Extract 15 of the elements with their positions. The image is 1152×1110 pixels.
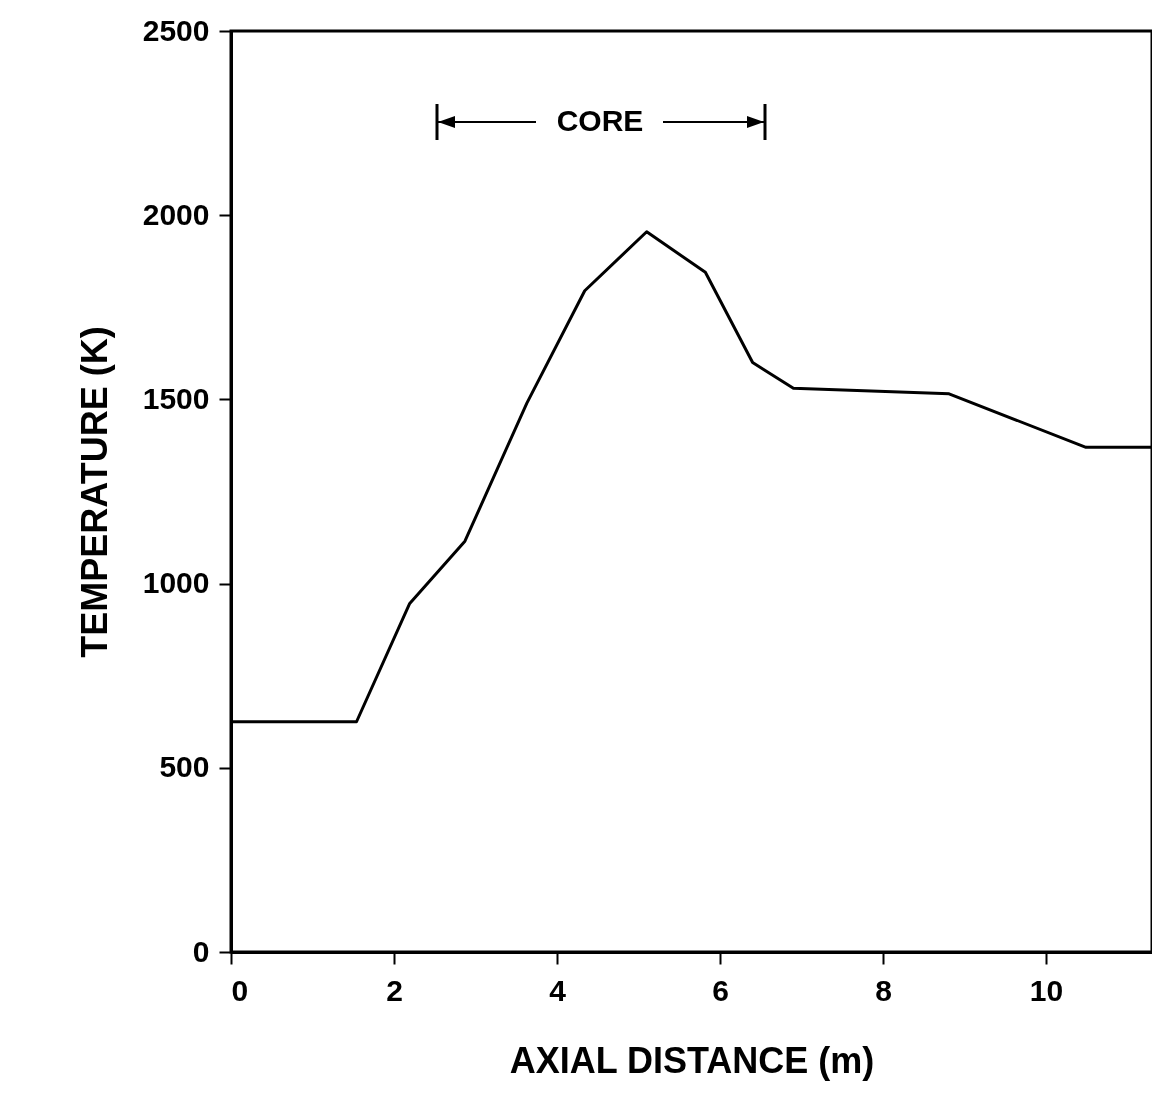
y-tick-label: 500 bbox=[159, 750, 210, 784]
x-tick-label: 4 bbox=[549, 973, 567, 1007]
y-tick-label: 2500 bbox=[142, 13, 210, 47]
annotation: CORE bbox=[556, 104, 644, 137]
x-tick-label: 0 bbox=[231, 973, 249, 1007]
y-tick-label: 2000 bbox=[142, 197, 210, 231]
x-tick-label: 2 bbox=[386, 973, 403, 1007]
x-tick-label: 8 bbox=[875, 973, 892, 1007]
y-tick-label: 1500 bbox=[142, 381, 210, 415]
y-tick-label: 1000 bbox=[142, 566, 210, 600]
y-tick-label: 0 bbox=[192, 934, 210, 968]
x-axis-title: AXIAL DISTANCE (m) bbox=[509, 1039, 875, 1081]
x-tick-label: 6 bbox=[712, 973, 729, 1007]
y-axis-title: TEMPERATURE (K) bbox=[73, 326, 115, 658]
x-tick-label: 10 bbox=[1029, 973, 1064, 1007]
